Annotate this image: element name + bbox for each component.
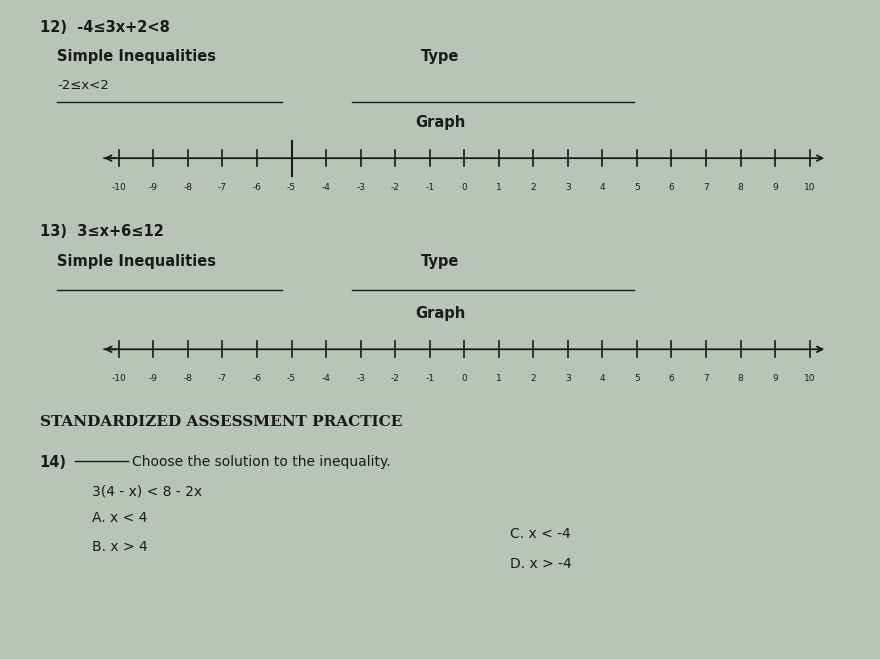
Text: 5: 5 [634, 183, 640, 192]
Text: -9: -9 [149, 374, 158, 383]
Text: -5: -5 [287, 374, 296, 383]
Text: -4: -4 [321, 374, 331, 383]
Text: 7: 7 [703, 374, 709, 383]
Text: -9: -9 [149, 183, 158, 192]
Text: 6: 6 [669, 374, 674, 383]
Text: 5: 5 [634, 374, 640, 383]
Text: -1: -1 [425, 374, 434, 383]
Text: -1: -1 [425, 183, 434, 192]
Text: -4: -4 [321, 183, 331, 192]
Text: -6: -6 [253, 183, 261, 192]
Text: 0: 0 [461, 374, 467, 383]
Text: 4: 4 [599, 183, 605, 192]
Text: -10: -10 [112, 183, 126, 192]
Text: 12)  -4≤3x+2<8: 12) -4≤3x+2<8 [40, 20, 170, 35]
Text: STANDARDIZED ASSESSMENT PRACTICE: STANDARDIZED ASSESSMENT PRACTICE [40, 415, 402, 429]
Text: Type: Type [421, 49, 459, 65]
Text: -2: -2 [391, 183, 400, 192]
Text: -10: -10 [112, 374, 126, 383]
Text: 9: 9 [772, 374, 778, 383]
Text: 10: 10 [803, 183, 816, 192]
Text: -8: -8 [183, 183, 193, 192]
Text: -3: -3 [356, 183, 365, 192]
Text: -6: -6 [253, 374, 261, 383]
Text: -7: -7 [218, 374, 227, 383]
Text: Type: Type [421, 254, 459, 269]
Text: 2: 2 [531, 183, 536, 192]
Text: 4: 4 [599, 374, 605, 383]
Text: 9: 9 [772, 183, 778, 192]
Text: 3: 3 [565, 183, 571, 192]
Text: -3: -3 [356, 374, 365, 383]
Text: -5: -5 [287, 183, 296, 192]
Text: Simple Inequalities: Simple Inequalities [57, 254, 216, 269]
Text: 13)  3≤x+6≤12: 13) 3≤x+6≤12 [40, 224, 164, 239]
Text: 8: 8 [737, 374, 744, 383]
Text: -2: -2 [391, 374, 400, 383]
Text: C. x < -4: C. x < -4 [510, 527, 571, 541]
Text: 0: 0 [461, 183, 467, 192]
Text: B. x > 4: B. x > 4 [92, 540, 148, 554]
Text: 6: 6 [669, 183, 674, 192]
Text: 8: 8 [737, 183, 744, 192]
Text: Graph: Graph [414, 115, 466, 130]
Text: -7: -7 [218, 183, 227, 192]
Text: Choose the solution to the inequality.: Choose the solution to the inequality. [132, 455, 391, 469]
Text: D. x > -4: D. x > -4 [510, 557, 572, 571]
Text: 14): 14) [40, 455, 67, 470]
Text: 10: 10 [803, 374, 816, 383]
Text: 3(4 - x) < 8 - 2x: 3(4 - x) < 8 - 2x [92, 484, 202, 498]
Text: -8: -8 [183, 374, 193, 383]
Text: 3: 3 [565, 374, 571, 383]
Text: A. x < 4: A. x < 4 [92, 511, 148, 525]
Text: 7: 7 [703, 183, 709, 192]
Text: Simple Inequalities: Simple Inequalities [57, 49, 216, 65]
Text: 1: 1 [495, 183, 502, 192]
Text: 2: 2 [531, 374, 536, 383]
Text: 1: 1 [495, 374, 502, 383]
Text: Graph: Graph [414, 306, 466, 322]
Text: -2≤x<2: -2≤x<2 [57, 79, 109, 92]
